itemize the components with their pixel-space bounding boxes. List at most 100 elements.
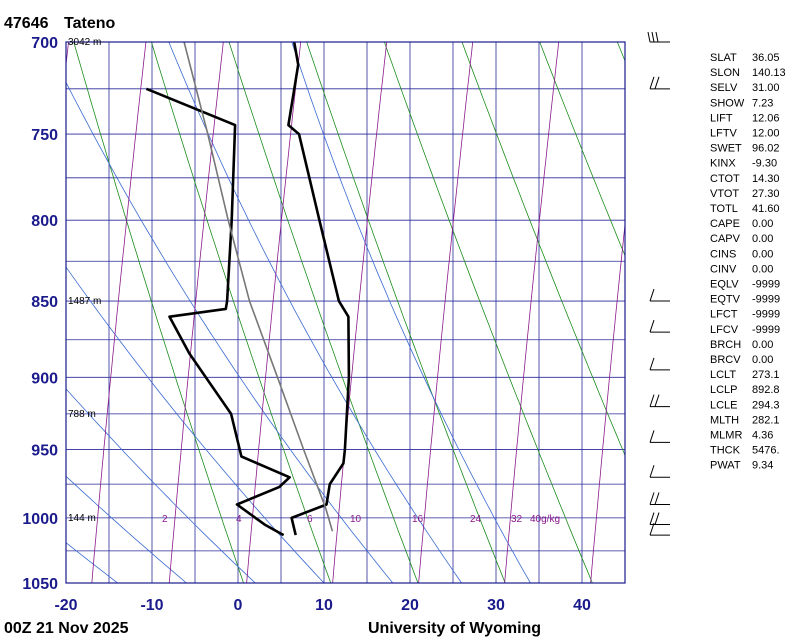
profiles-layer — [145, 42, 351, 537]
dry-adiabat — [539, 42, 625, 257]
pressure-tick-label: 800 — [31, 213, 58, 230]
index-value: 0.00 — [752, 339, 773, 351]
barb-feather — [649, 319, 655, 333]
index-name: LFTV — [710, 128, 738, 140]
index-name: TOTL — [710, 203, 738, 215]
index-name: LCLT — [710, 369, 736, 381]
grid-layer — [0, 42, 625, 583]
barb-feather — [649, 465, 655, 478]
wind-barb — [649, 492, 670, 505]
index-value: 31.00 — [752, 82, 780, 94]
index-value: 9.34 — [752, 460, 773, 472]
mixing-ratio-label: 6 — [307, 514, 313, 525]
index-value: 0.00 — [752, 218, 773, 230]
moist-adiabat — [291, 42, 531, 583]
index-value: 12.00 — [752, 128, 780, 140]
index-value: 282.1 — [752, 414, 780, 426]
station-id: 47646 — [4, 15, 49, 32]
pressure-tick-label: 850 — [31, 294, 58, 311]
mixing-ratio-label: 16 — [412, 514, 424, 525]
mixing-ratio-line — [504, 42, 560, 583]
mixing-ratio-line — [91, 42, 147, 583]
wind-barb — [649, 394, 670, 408]
barb-feather — [649, 288, 655, 302]
height-label: 788 m — [68, 409, 96, 420]
dry-adiabat — [73, 42, 244, 583]
index-name: LFCV — [710, 324, 739, 336]
mixing-ratio-label: 40g/kg — [530, 514, 560, 525]
moist-adiabat — [66, 388, 256, 583]
index-value: 0.00 — [752, 354, 773, 366]
index-name: KINX — [710, 158, 736, 170]
barb-feather — [654, 76, 660, 89]
barb-feather — [654, 492, 660, 505]
barb-feather — [649, 512, 655, 525]
axes-layer: 2 4 6 10 16 24 32 40g/kg70075080085090095010001… — [22, 35, 591, 614]
dry-adiabat — [461, 42, 625, 457]
mixing-ratio-label: 32 — [511, 514, 523, 525]
profile-parcel — [183, 42, 334, 532]
height-label: 144 m — [68, 513, 96, 524]
wind-barb — [649, 522, 670, 536]
dry-adiabat — [306, 42, 506, 583]
index-name: SELV — [710, 82, 738, 94]
temperature-tick-label: -20 — [54, 597, 77, 614]
index-name: LCLP — [710, 384, 738, 396]
index-name: MLMR — [710, 430, 742, 442]
wind-barb — [649, 288, 670, 302]
barb-feather — [649, 357, 655, 371]
moist-adiabat — [0, 42, 49, 583]
index-name: VTOT — [710, 188, 739, 200]
index-name: CINV — [710, 263, 737, 275]
index-value: -9999 — [752, 324, 780, 336]
index-value: 36.05 — [752, 52, 780, 64]
temperature-tick-label: 30 — [487, 597, 505, 614]
dry-adiabat — [384, 42, 593, 583]
mixing-ratio-label: 24 — [470, 514, 482, 525]
index-name: CAPV — [710, 233, 741, 245]
temperature-tick-label: 0 — [234, 597, 243, 614]
barb-feather — [654, 394, 660, 407]
index-name: SWET — [710, 143, 742, 155]
index-name: CINS — [710, 248, 736, 260]
pressure-tick-label: 950 — [31, 442, 58, 459]
mixing-ratio-line — [246, 42, 302, 583]
moist-adiabat — [168, 42, 462, 583]
index-value: 4.36 — [752, 430, 773, 442]
footer-source: University of Wyoming — [368, 620, 541, 637]
pressure-tick-label: 700 — [31, 35, 58, 52]
index-name: SLAT — [710, 52, 737, 64]
barb-feather — [649, 394, 655, 407]
index-name: THCK — [710, 445, 741, 457]
dry-adiabat — [151, 42, 332, 583]
barb-feather — [649, 522, 655, 536]
station-name: Tateno — [64, 15, 115, 32]
index-value: 273.1 — [752, 369, 780, 381]
wind-barb — [649, 319, 670, 333]
index-name: SLON — [710, 67, 740, 79]
index-value: 892.8 — [752, 384, 780, 396]
temperature-tick-label: 10 — [315, 597, 333, 614]
index-name: EQLV — [710, 279, 739, 291]
index-value: 294.3 — [752, 399, 780, 411]
profile-temperature — [287, 42, 351, 536]
index-name: PWAT — [710, 460, 741, 472]
footer-time: 00Z 21 Nov 2025 — [4, 620, 129, 637]
pressure-tick-label: 1050 — [22, 576, 58, 593]
index-name: LFCT — [710, 309, 738, 321]
index-value: -9999 — [752, 294, 780, 306]
wind-barb — [649, 512, 670, 526]
mixing-ratio-line — [66, 42, 69, 69]
pressure-tick-label: 1000 — [22, 511, 58, 528]
index-name: CTOT — [710, 173, 740, 185]
mixing-ratio-line — [418, 42, 474, 583]
index-value: -9999 — [752, 279, 780, 291]
index-value: 96.02 — [752, 143, 780, 155]
wind-barb — [649, 76, 670, 90]
temperature-tick-label: 20 — [401, 597, 419, 614]
index-name: SHOW — [710, 97, 745, 109]
barb-feather — [649, 76, 655, 89]
mixing-ratio-label: 4 — [236, 514, 242, 525]
index-name: MLTH — [710, 414, 739, 426]
